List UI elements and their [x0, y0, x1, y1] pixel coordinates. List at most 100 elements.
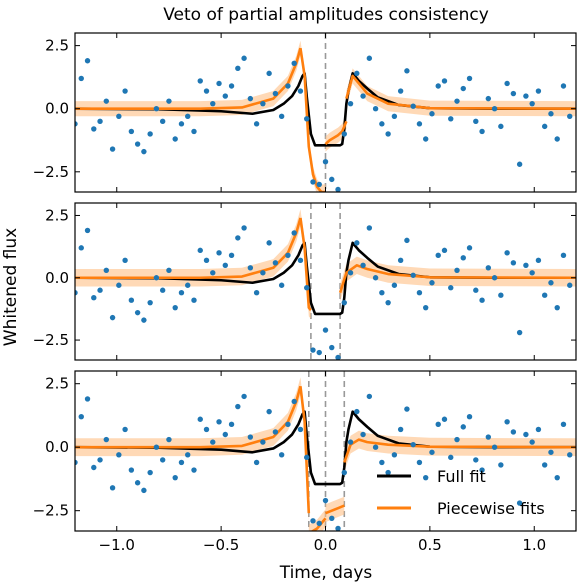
data-point	[391, 282, 398, 288]
data-point	[266, 240, 272, 246]
data-point	[329, 344, 335, 351]
piecewise-band-4	[340, 256, 576, 302]
y-tick-label: 0.0	[45, 269, 69, 287]
data-point	[347, 270, 354, 276]
data-point	[116, 282, 122, 288]
data-point	[372, 444, 379, 450]
data-point	[228, 252, 235, 259]
y-tick-label: 2.5	[45, 375, 69, 393]
data-point	[210, 100, 216, 107]
data-point	[354, 408, 360, 415]
data-point	[109, 146, 116, 152]
data-point	[266, 70, 272, 77]
chart-title: Veto of partial amplitudes consistency	[163, 5, 489, 25]
data-point	[485, 95, 492, 102]
data-point	[385, 469, 391, 476]
data-point	[197, 247, 203, 254]
data-point	[523, 431, 529, 438]
x-tick-label: −0.5	[203, 536, 239, 554]
data-point	[523, 262, 529, 269]
data-point	[78, 414, 84, 420]
data-point	[210, 270, 216, 276]
y-tick-label: −2.5	[33, 502, 69, 520]
data-point	[310, 179, 316, 185]
data-point	[297, 88, 304, 94]
legend-label-full-fit: Full fit	[437, 467, 486, 486]
data-point	[178, 459, 185, 466]
data-point	[404, 406, 410, 412]
data-point	[178, 121, 185, 127]
data-point	[385, 299, 391, 306]
data-point	[535, 88, 542, 94]
data-point	[404, 68, 410, 74]
data-point	[435, 252, 441, 259]
data-point	[316, 181, 322, 188]
data-point	[141, 148, 147, 155]
data-point	[560, 83, 567, 89]
y-tick-label: −2.5	[33, 331, 69, 349]
data-point	[441, 78, 448, 84]
data-point	[454, 267, 460, 273]
data-point	[197, 416, 203, 422]
data-point	[329, 515, 335, 522]
full-fit-line	[75, 410, 576, 486]
data-point	[529, 100, 535, 107]
data-point	[285, 252, 291, 259]
data-point	[278, 452, 285, 458]
data-point	[560, 421, 567, 428]
data-point	[529, 439, 535, 445]
data-point	[222, 431, 228, 438]
data-point	[185, 113, 191, 119]
piecewise-band-1	[75, 209, 301, 287]
data-point	[567, 452, 573, 458]
data-point	[410, 272, 416, 278]
data-point	[178, 290, 185, 296]
piecewise-band-5	[344, 430, 576, 472]
data-point	[91, 126, 97, 132]
data-point	[416, 121, 423, 127]
data-point	[75, 290, 78, 296]
piecewise-fit-line-1	[75, 217, 302, 280]
data-point	[172, 304, 178, 311]
data-point	[109, 314, 116, 321]
data-point	[291, 60, 297, 66]
data-point	[172, 136, 178, 142]
data-point	[185, 282, 191, 288]
data-point	[516, 329, 523, 336]
data-point	[91, 294, 97, 301]
data-point	[91, 464, 97, 471]
data-point	[103, 98, 110, 104]
data-point	[134, 309, 141, 316]
data-point	[103, 436, 110, 443]
data-point	[310, 518, 316, 524]
data-point	[379, 290, 385, 296]
data-point	[147, 299, 153, 306]
data-point	[235, 235, 241, 241]
data-point	[366, 55, 373, 61]
data-point	[510, 260, 517, 266]
data-point	[473, 118, 479, 125]
data-point	[228, 83, 235, 89]
data-point	[147, 131, 153, 137]
data-point	[247, 265, 254, 271]
data-point	[159, 118, 166, 125]
data-point	[460, 424, 466, 430]
data-point	[448, 116, 454, 122]
piecewise-fit-line-3	[310, 517, 327, 531]
data-point	[423, 474, 429, 481]
data-point	[141, 487, 147, 494]
data-point	[391, 113, 398, 119]
data-point	[203, 88, 210, 94]
data-point	[278, 113, 285, 119]
data-point	[172, 474, 178, 481]
y-axis-label: Whitened flux	[1, 228, 21, 346]
data-point	[228, 421, 235, 428]
data-point	[366, 225, 373, 231]
data-point	[272, 90, 279, 97]
piecewise-fit-line-4	[325, 504, 345, 515]
data-point	[210, 439, 216, 445]
data-point	[97, 457, 103, 463]
piecewise-fit-line-1	[75, 385, 302, 449]
data-point	[498, 462, 504, 468]
